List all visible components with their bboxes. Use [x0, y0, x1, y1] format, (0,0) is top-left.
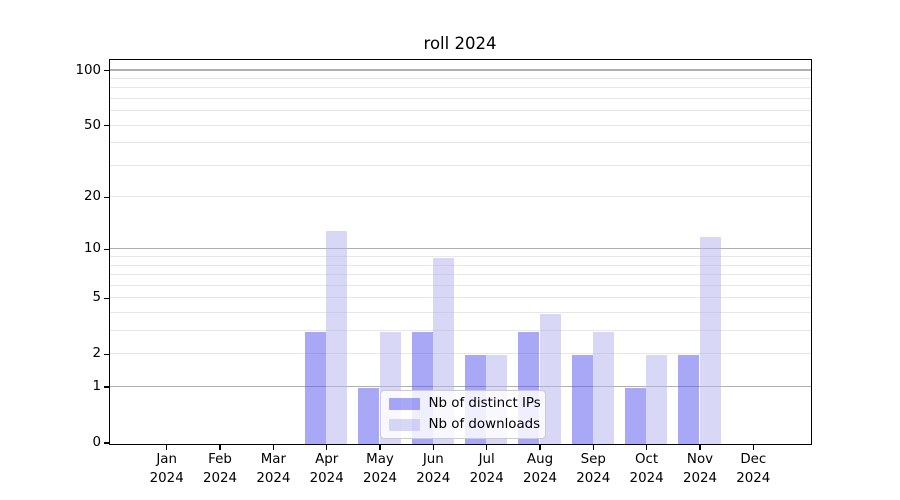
x-tick-label-sep: Sep 2024: [576, 452, 611, 486]
y-gridline-3: [109, 330, 811, 332]
y-tick-5: [103, 297, 110, 300]
legend: Nb of distinct IPs Nb of downloads: [379, 389, 546, 439]
x-tick-dec: [752, 444, 754, 450]
y-tick-2: [103, 353, 110, 355]
x-tick-label-jul: Jul 2024: [469, 452, 504, 486]
y-tick-label-2: 2: [92, 346, 101, 362]
x-tick-label-feb: Feb 2024: [202, 452, 238, 486]
y-gridline-6: [109, 284, 811, 286]
y-gridline-90: [109, 77, 811, 79]
y-tick-20: [103, 196, 110, 198]
y-gridline-30: [109, 164, 811, 166]
y-gridline-20: [109, 196, 811, 198]
x-tick-mar: [272, 444, 275, 450]
x-tick-label-dec: Dec 2024: [736, 452, 771, 486]
y-tick-label-1: 1: [92, 379, 101, 395]
bar-ips-oct: [624, 387, 647, 444]
y-tick-label-10: 10: [83, 241, 101, 257]
x-tick-label-jun: Jun 2024: [416, 452, 451, 486]
y-tick-0: [103, 442, 110, 444]
gridlines-layer: [109, 60, 811, 444]
x-tick-oct: [645, 444, 648, 450]
x-tick-feb: [219, 444, 221, 450]
x-tick-aug: [539, 444, 541, 450]
chart-title: roll 2024: [423, 34, 497, 53]
bar-downloads-oct: [646, 354, 668, 444]
y-gridline-70: [109, 97, 811, 99]
y-gridline-50: [109, 124, 811, 126]
legend-swatch-distinct-ips-icon: [388, 397, 420, 410]
x-tick-apr: [326, 444, 328, 450]
y-gridline-60: [109, 110, 811, 112]
x-tick-label-oct: Oct 2024: [629, 452, 664, 486]
y-gridline-40: [109, 142, 811, 144]
bar-ips-apr: [304, 331, 327, 444]
y-gridline-7: [109, 274, 811, 276]
bar-ips-may: [358, 387, 380, 444]
bar-downloads-apr: [326, 230, 348, 444]
y-gridline-100: [109, 69, 811, 71]
x-tick-jun: [432, 444, 434, 450]
legend-label-distinct-ips: Nb of distinct IPs: [428, 395, 541, 411]
x-tick-nov: [699, 444, 701, 450]
y-gridline-80: [109, 87, 811, 89]
y-tick-label-100: 100: [75, 62, 101, 78]
x-tick-label-jan: Jan 2024: [149, 452, 184, 486]
y-tick-100: [103, 69, 110, 72]
y-gridline-9: [109, 256, 811, 258]
x-tick-label-apr: Apr 2024: [309, 452, 344, 486]
x-tick-may: [379, 444, 381, 450]
x-tick-label-may: May 2024: [362, 452, 398, 486]
y-tick-10: [103, 248, 110, 251]
y-gridline-1: [109, 386, 811, 388]
bar-ips-nov: [678, 354, 700, 444]
bar-downloads-sep: [592, 331, 615, 444]
legend-item-downloads: Nb of downloads: [388, 417, 540, 433]
legend-item-distinct-ips: Nb of distinct IPs: [388, 396, 541, 412]
plot-area: Nb of distinct IPs Nb of downloads: [108, 58, 812, 445]
y-tick-label-5: 5: [92, 290, 101, 306]
y-gridline-10: [109, 248, 811, 250]
y-tick-50: [103, 124, 110, 127]
x-tick-label-aug: Aug 2024: [522, 452, 558, 486]
legend-swatch-downloads-icon: [388, 418, 420, 431]
bar-downloads-nov: [699, 236, 721, 444]
bar-ips-sep: [571, 354, 593, 444]
y-gridline-2: [109, 353, 811, 355]
y-tick-label-50: 50: [83, 117, 101, 133]
bars-layer: [110, 60, 811, 444]
x-tick-jul: [486, 444, 488, 450]
y-tick-label-20: 20: [83, 189, 101, 205]
x-tick-sep: [592, 444, 594, 450]
x-tick-jan: [166, 444, 168, 450]
x-tick-label-mar: Mar 2024: [256, 452, 291, 486]
y-gridline-8: [109, 264, 811, 266]
y-gridline-4: [109, 312, 811, 314]
y-tick-label-0: 0: [92, 435, 101, 450]
legend-label-downloads: Nb of downloads: [428, 416, 541, 432]
y-tick-1: [103, 386, 110, 388]
x-tick-label-nov: Nov 2024: [682, 452, 718, 486]
y-gridline-5: [109, 297, 811, 299]
